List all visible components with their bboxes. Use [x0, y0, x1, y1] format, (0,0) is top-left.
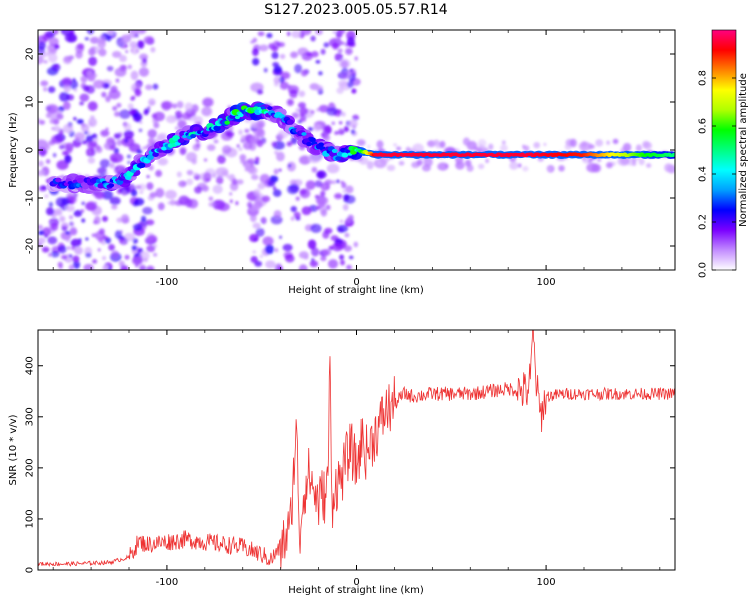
y-tick-label: -20 [25, 238, 36, 254]
x-tick-label: 0 [353, 277, 359, 288]
colorbar-label: Normalized spectral amplitude [738, 73, 749, 227]
colorbar-gradient [711, 29, 737, 271]
colorbar-tick-label: 0.4 [698, 166, 709, 182]
snr-ticks: -100 0 100 0 100 200 300 400 [25, 330, 675, 588]
x-tick-label: 0 [353, 577, 359, 588]
y-tick-label: 10 [25, 96, 36, 109]
snr-panel: -100 0 100 0 100 200 300 400 Height of straight… [8, 329, 676, 596]
x-tick-label: -100 [156, 577, 179, 588]
spectrogram-xlabel: Height of straight line (km) [288, 285, 424, 296]
y-tick-label: 100 [25, 509, 36, 528]
x-tick-label: 100 [537, 577, 556, 588]
y-tick-label: -10 [25, 190, 36, 206]
x-tick-label: -100 [156, 277, 179, 288]
colorbar-tick-label: 0.6 [698, 118, 709, 134]
colorbar-tick-label: 0.2 [698, 214, 709, 230]
x-tick-label: 100 [537, 277, 556, 288]
y-tick-label: 300 [25, 407, 36, 426]
colorbar-ticks: 0.0 0.2 0.4 0.6 0.8 [698, 70, 736, 278]
colorbar: 0.0 0.2 0.4 0.6 0.8 Normalized spectral ampl… [698, 29, 749, 278]
snr-ylabel: SNR (10 * v/v) [8, 414, 19, 485]
y-tick-label: 0 [25, 567, 36, 573]
spectrogram-ylabel: Frequency (Hz) [8, 112, 19, 188]
colorbar-tick-label: 0.0 [698, 262, 709, 278]
snr-xlabel: Height of straight line (km) [288, 585, 424, 596]
snr-series-line [38, 330, 675, 569]
y-tick-label: 20 [25, 48, 36, 61]
y-tick-label: 400 [25, 356, 36, 375]
heatmap-layer [38, 30, 675, 270]
y-tick-label: 0 [25, 147, 36, 153]
colorbar-tick-label: 0.8 [698, 70, 709, 86]
figure-title: S127.2023.005.05.57.R14 [264, 2, 447, 18]
y-tick-label: 200 [25, 458, 36, 477]
